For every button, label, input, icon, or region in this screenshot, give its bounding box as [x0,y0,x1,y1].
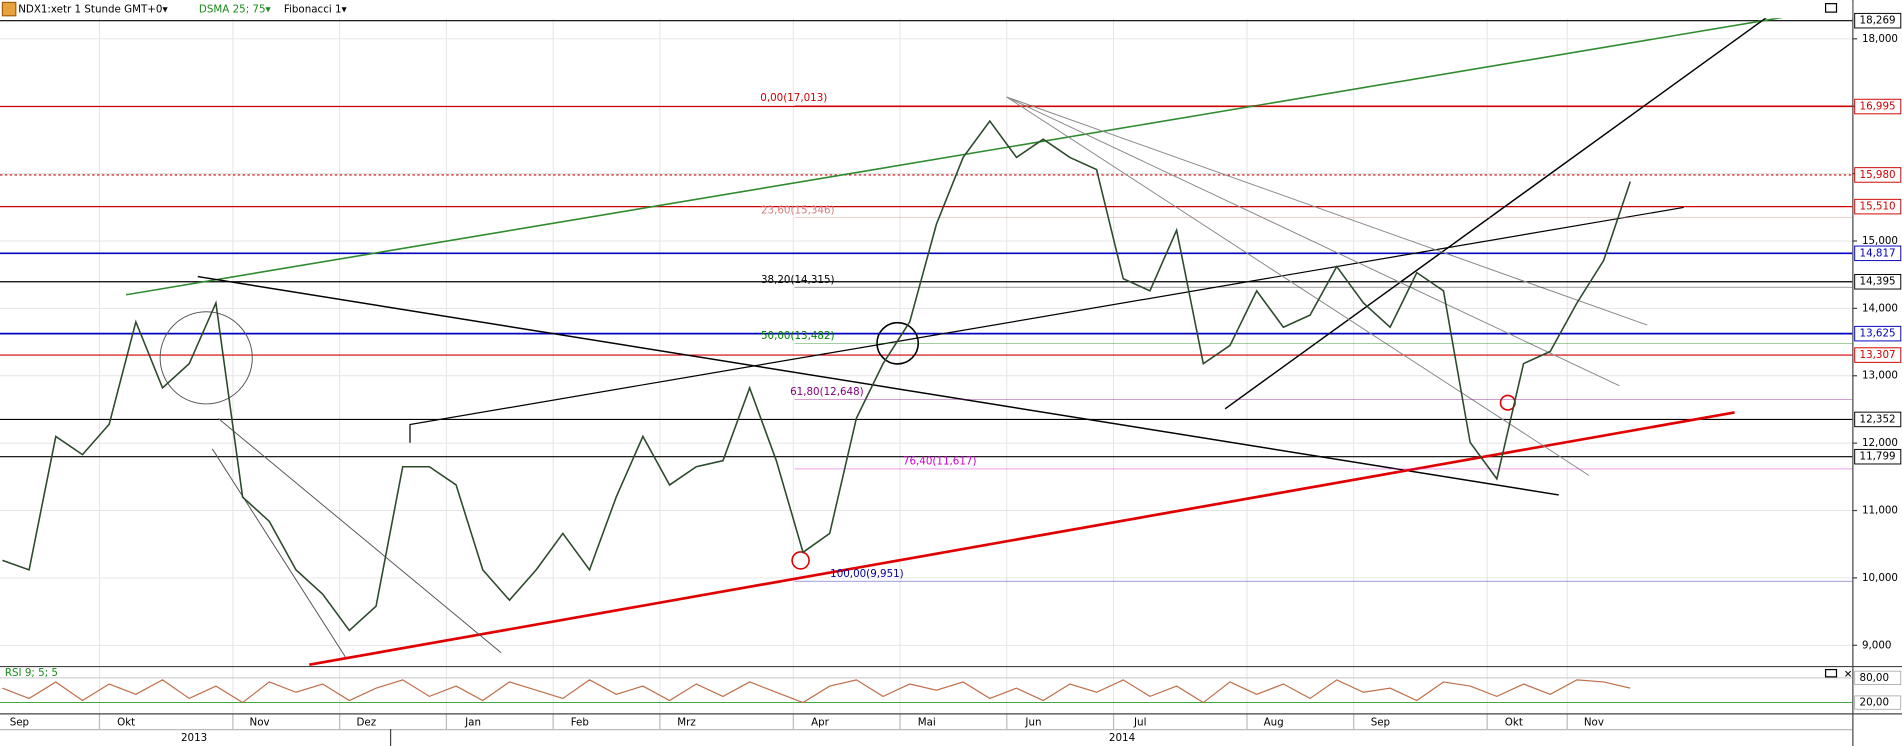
year-label: 2013 [181,732,207,744]
x-tick-label: Mai [918,716,936,728]
x-tick-label: Sep [10,716,29,728]
level-label: 18,269 [1860,15,1896,27]
fib-label: 61,80(12,648) [790,386,864,398]
x-tick-label: Jan [464,716,481,728]
price-line [2,119,1632,632]
fibonacci: 0,00(17,013) 23,60(15,346) 38,20(14,315) 50… [760,92,1853,582]
level-box [1854,12,1902,29]
fan-line [1006,96,1620,387]
y-tick-label: 15,000 [1862,235,1898,247]
y-tick-label: 80,00 [1860,672,1889,684]
levels [0,20,1853,458]
level-label: 13,625 [1860,328,1896,340]
x-tick-label: Apr [811,716,830,728]
y-tick-label: 20,00 [1860,697,1889,709]
trend-line [309,411,1735,667]
x-tick-label: Okt [117,716,135,728]
fib-label: 76,40(11,617) [903,456,977,468]
level-label: 14,817 [1860,247,1896,259]
x-tick-label: Feb [571,716,589,728]
level-label: 15,980 [1860,169,1896,181]
toolbar [1,1,1853,19]
tool-menu[interactable]: Fibonacci 1▾ [284,4,348,16]
level-label: 11,799 [1860,451,1896,463]
app-icon[interactable] [1,1,17,17]
trend-line [126,16,1786,296]
price-line [2,679,1631,704]
x-tick-label: Jul [1133,716,1146,728]
level-box [1854,411,1902,428]
x-tick-label: Mrz [677,716,696,728]
y-tick-box [1854,670,1902,685]
level-label: 12,352 [1860,413,1896,425]
level-label: 13,307 [1860,349,1896,361]
level-box [1854,325,1902,342]
fib-label: 0,00(17,013) [760,92,827,104]
x-tick-label: Okt [1505,716,1523,728]
level-box [1854,98,1902,115]
level-box [1854,167,1902,183]
symbol-menu[interactable]: NDX1:xetr 1 Stunde GMT+0▾ [18,4,168,16]
fib-label: 100,00(9,951) [830,568,904,580]
level-box [1854,245,1902,262]
y-tick-label: 11,000 [1862,505,1898,517]
y-tick-label: 9,000 [1862,639,1891,651]
y-tick-label: 13,000 [1862,370,1898,382]
level-label: 15,510 [1860,201,1896,213]
drawings [126,6,1786,667]
level-box [1854,448,1902,465]
close-button[interactable]: ✕ [1844,668,1853,680]
y-tick-label: 18,000 [1862,33,1898,45]
year-label: 2014 [1109,732,1135,744]
x-tick-label: Aug [1264,716,1284,728]
trend-line [1224,6,1782,410]
level-label: 16,995 [1860,101,1896,113]
fib-label: 50,00(13,482) [761,330,835,342]
marker-circle [159,311,253,405]
x-tick-label: Nov [1584,716,1604,728]
indicator-title: RSI 9; 5; 5 [5,667,58,679]
fib-label: 23,60(15,346) [761,204,835,216]
y-tick-label: 12,000 [1862,437,1898,449]
fan-line [1006,96,1590,476]
level-box [1854,347,1902,363]
maximize-button[interactable] [1824,3,1838,13]
level-box [1854,273,1902,290]
level-label: 14,395 [1860,276,1896,288]
channel-line [211,448,347,658]
indicator-menu[interactable]: DSMA 25; 75▾ [199,4,272,16]
y-tick-label: 10,000 [1862,572,1898,584]
fib-label: 38,20(14,315) [761,274,835,286]
y-tick-label: 14,000 [1862,302,1898,314]
series [2,119,1632,704]
trend-line [409,206,1684,443]
channel-line [218,418,502,653]
x-tick-label: Sep [1371,716,1390,728]
y-tick-box [1854,695,1902,710]
x-tick-label: Nov [250,716,270,728]
trend-line [197,275,1559,496]
marker-circle [791,551,810,570]
x-tick-label: Dez [356,716,376,728]
maximize-button[interactable] [1824,668,1838,678]
level-box [1854,198,1902,215]
x-tick-label: Jun [1024,716,1041,728]
